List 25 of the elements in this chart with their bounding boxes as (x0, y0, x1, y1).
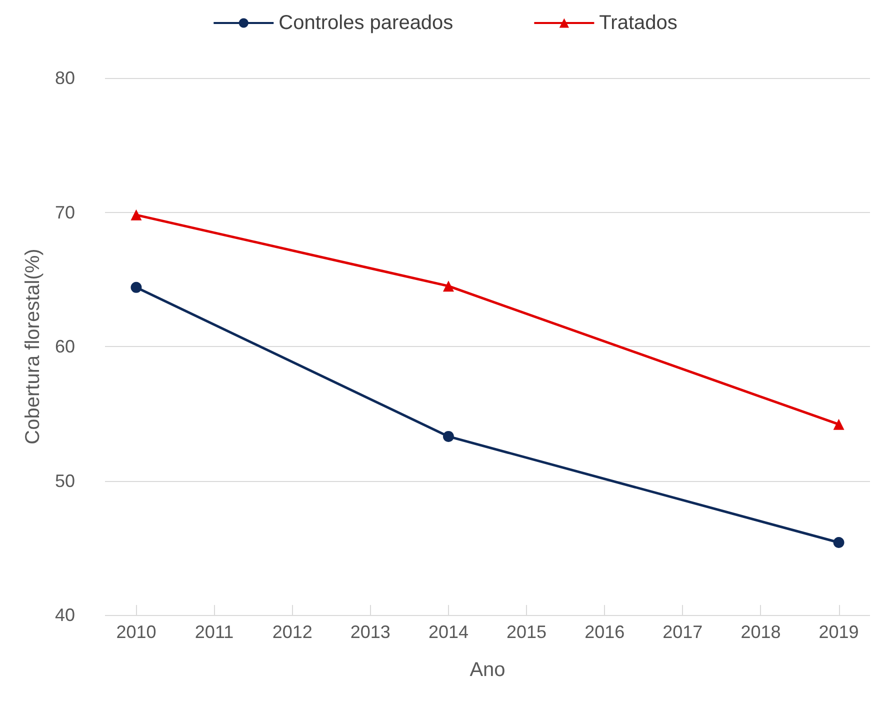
legend-label: Controles pareados (278, 12, 454, 34)
y-tick-label: 80 (54, 68, 75, 88)
point (130, 282, 142, 293)
x-axis-title: Ano (470, 659, 506, 681)
point (130, 209, 142, 220)
point (442, 280, 454, 292)
legend-label: Tratados (599, 12, 678, 34)
x-tick-label: 2018 (740, 622, 781, 642)
x-tick-label: 2014 (428, 622, 468, 642)
x-tick-label: 2011 (194, 622, 234, 642)
y-tick-label: 50 (54, 470, 75, 491)
x-tick-label: 2016 (584, 622, 625, 642)
x-tick-label: 2015 (506, 622, 547, 642)
y-tick-label: 70 (54, 202, 75, 222)
y-tick-label: 60 (54, 336, 75, 356)
x-tick-label: 2019 (818, 622, 859, 642)
point (833, 537, 844, 548)
y-axis-title: Cobertura florestal(%) (22, 248, 44, 444)
x-tick-label: 2017 (662, 622, 703, 642)
point (442, 430, 454, 442)
x-tick-label: 2012 (272, 622, 312, 642)
x-tick-label: 2010 (116, 622, 156, 642)
point (833, 418, 844, 430)
y-tick-label: 40 (54, 605, 75, 625)
x-tick-label: 2013 (350, 622, 390, 642)
